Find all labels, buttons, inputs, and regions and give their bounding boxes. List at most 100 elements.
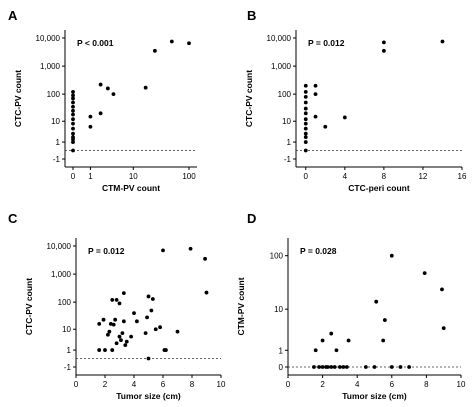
- data-point: [71, 135, 75, 140]
- y-tick-label: 10: [62, 325, 71, 334]
- data-point: [204, 290, 209, 295]
- y-tick-label: -1: [284, 155, 292, 164]
- panel-letter: B: [247, 8, 256, 23]
- panel-d: D 0 1 10 100 0 2 4 6 8 10 Tumor size (cm) CTM-PV cou…: [236, 211, 466, 401]
- data-point: [303, 106, 308, 111]
- data-point: [313, 83, 318, 88]
- data-point: [303, 135, 308, 140]
- y-tick-label: 1,000: [40, 62, 61, 71]
- data-point: [187, 41, 191, 46]
- data-point: [71, 96, 75, 101]
- x-tick-label: 4: [355, 380, 360, 389]
- data-point: [71, 126, 75, 131]
- data-point: [303, 83, 308, 88]
- data-point: [338, 365, 342, 369]
- y-tick-label: 0: [279, 363, 284, 372]
- panel-c: C -1 1 10 100 1,000 10,000 0 2 4 6 8 10 Tumor size (c…: [8, 211, 226, 401]
- panel-letter: A: [8, 8, 18, 23]
- data-point: [381, 40, 386, 45]
- data-point: [303, 131, 308, 136]
- data-point: [389, 253, 394, 258]
- data-point: [303, 121, 308, 126]
- y-axis-title: CTM-PV count: [236, 277, 246, 335]
- data-point: [121, 319, 126, 324]
- data-point: [129, 334, 134, 339]
- data-point: [317, 365, 322, 369]
- data-point: [342, 115, 347, 120]
- data-point: [123, 343, 128, 348]
- data-point: [161, 248, 165, 253]
- data-point: [146, 294, 151, 299]
- y-tick-label: 10,000: [47, 242, 72, 251]
- data-point: [108, 322, 113, 326]
- data-point: [71, 117, 75, 122]
- data-point: [153, 327, 158, 332]
- data-point: [303, 94, 308, 99]
- y-tick-label: -1: [64, 363, 72, 372]
- data-point: [71, 121, 75, 126]
- data-point: [325, 365, 330, 369]
- x-tick-label: 8: [424, 380, 429, 389]
- data-point: [188, 246, 193, 251]
- data-point: [303, 140, 308, 144]
- data-point: [88, 114, 93, 119]
- x-tick-label: 10: [217, 380, 226, 389]
- data-point: [341, 365, 346, 369]
- data-point: [107, 329, 112, 334]
- x-tick-label: 0: [74, 380, 79, 389]
- y-tick-label: 1: [287, 138, 292, 147]
- data-point: [152, 48, 157, 53]
- data-point: [422, 271, 427, 276]
- p-value-label: P = 0.028: [300, 246, 337, 256]
- data-point: [332, 365, 337, 369]
- data-point: [334, 348, 339, 353]
- data-point: [303, 100, 308, 105]
- data-point: [363, 365, 368, 369]
- x-axis-title: Tumor size (cm): [342, 391, 407, 401]
- data-point: [303, 148, 308, 153]
- y-tick-label: 10,000: [36, 34, 61, 43]
- panel-a: A -1 1 10 100 1,000 10,000 0 1 10 100 CTM-PV count C…: [8, 8, 197, 193]
- data-point: [382, 318, 387, 322]
- data-point: [389, 365, 394, 369]
- data-point: [98, 111, 103, 116]
- data-point: [98, 82, 103, 87]
- data-point: [381, 48, 386, 53]
- y-tick-label: 1: [67, 346, 72, 355]
- data-point: [71, 148, 75, 153]
- data-point: [111, 322, 116, 327]
- y-tick-label: 10,000: [267, 34, 292, 43]
- data-point: [117, 301, 122, 306]
- y-tick-label: 100: [278, 90, 292, 99]
- data-point: [303, 90, 308, 94]
- data-point: [320, 365, 325, 369]
- data-point: [110, 348, 115, 352]
- data-point: [203, 256, 207, 261]
- data-point: [71, 93, 75, 98]
- x-tick-label: 1: [88, 172, 93, 181]
- data-point: [440, 287, 444, 292]
- data-point: [312, 365, 316, 369]
- data-point: [105, 86, 110, 91]
- data-point: [124, 339, 129, 344]
- data-point: [71, 90, 75, 94]
- data-point: [164, 348, 168, 352]
- data-point: [303, 111, 308, 116]
- x-tick-label: 12: [418, 172, 427, 181]
- data-point: [114, 341, 119, 346]
- y-tick-label: 1,000: [51, 270, 72, 279]
- data-point: [372, 365, 377, 369]
- y-tick-label: -1: [53, 155, 61, 164]
- data-point: [441, 326, 446, 331]
- y-axis-title: CTC-PV count: [244, 70, 254, 127]
- y-tick-label: 1: [56, 138, 61, 147]
- x-tick-label: 8: [382, 172, 387, 181]
- data-point: [88, 124, 93, 129]
- data-point: [313, 114, 318, 119]
- x-tick-label: 10: [457, 380, 466, 389]
- panel-letter: D: [247, 211, 256, 226]
- y-tick-label: 100: [58, 298, 72, 307]
- data-point: [398, 365, 403, 369]
- x-tick-label: 10: [129, 172, 138, 181]
